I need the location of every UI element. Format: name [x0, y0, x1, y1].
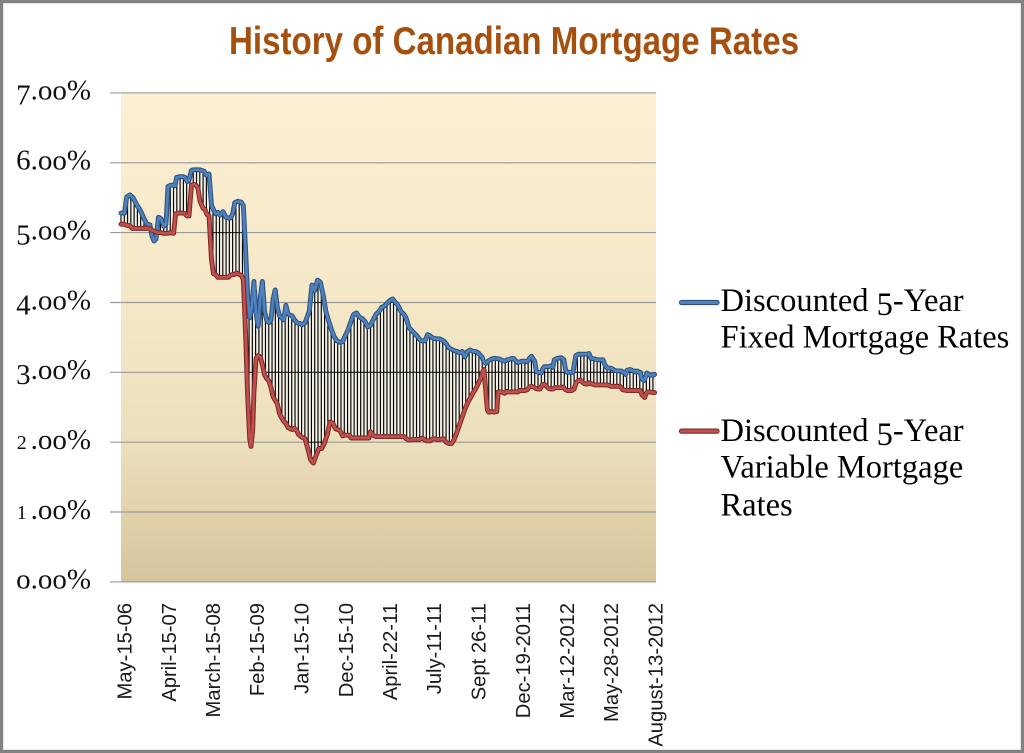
svg-text:July-11-11: July-11-11	[424, 603, 446, 694]
svg-text:August-13-2012: August-13-2012	[646, 603, 668, 747]
svg-text:7.oo%: 7.oo%	[16, 75, 91, 112]
svg-text:May-15-06: May-15-06	[115, 603, 137, 700]
svg-text:Mar-12-2012: Mar-12-2012	[557, 603, 579, 719]
svg-text:March-15-08: March-15-08	[203, 603, 225, 717]
svg-text:Discounted 5-Year: Discounted 5-Year	[721, 283, 964, 323]
svg-text:Jan-15-10: Jan-15-10	[292, 603, 314, 694]
svg-text:o.oo%: o.oo%	[16, 564, 91, 596]
svg-text:Dec-15-10: Dec-15-10	[336, 603, 358, 697]
svg-text:April-15-07: April-15-07	[159, 603, 181, 702]
svg-text:Dec-19-2011: Dec-19-2011	[513, 603, 535, 718]
svg-text:6.oo%: 6.oo%	[16, 145, 91, 177]
svg-text:Feb-15-09: Feb-15-09	[247, 603, 269, 696]
svg-text:April-22-11: April-22-11	[380, 603, 402, 700]
svg-text:Fixed Mortgage Rates: Fixed Mortgage Rates	[721, 320, 1010, 356]
svg-text:5.oo%: 5.oo%	[16, 214, 91, 251]
svg-text:History of Canadian Mortgage R: History of Canadian Mortgage Rates	[229, 20, 799, 63]
svg-text:Sept 26-11: Sept 26-11	[469, 603, 491, 700]
svg-text:3.oo%: 3.oo%	[16, 354, 91, 391]
svg-text:Rates: Rates	[721, 488, 793, 524]
svg-text:Discounted 5-Year: Discounted 5-Year	[721, 413, 964, 453]
svg-text:May-28-2012: May-28-2012	[601, 603, 623, 722]
svg-text:Variable Mortgage: Variable Mortgage	[721, 450, 964, 486]
svg-text:4.oo%: 4.oo%	[16, 284, 91, 321]
